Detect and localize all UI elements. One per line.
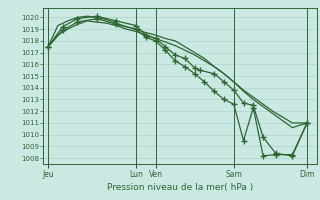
X-axis label: Pression niveau de la mer( hPa ): Pression niveau de la mer( hPa ): [107, 183, 253, 192]
